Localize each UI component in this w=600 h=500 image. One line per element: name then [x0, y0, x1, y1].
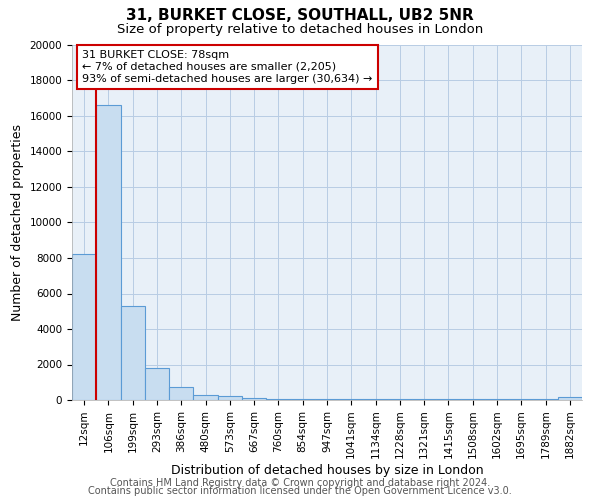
Bar [266, 399, 290, 400]
Bar [388, 399, 412, 400]
Bar [436, 399, 461, 400]
Bar [364, 399, 388, 400]
Bar [218, 396, 242, 400]
Bar [72, 254, 96, 400]
Bar [145, 368, 169, 400]
Bar [461, 399, 485, 400]
Bar [96, 106, 121, 400]
Text: Contains public sector information licensed under the Open Government Licence v3: Contains public sector information licen… [88, 486, 512, 496]
Bar [485, 399, 509, 400]
Bar [290, 399, 315, 400]
Bar [169, 386, 193, 400]
Bar [315, 399, 339, 400]
Bar [412, 399, 436, 400]
Bar [193, 394, 218, 400]
Text: Contains HM Land Registry data © Crown copyright and database right 2024.: Contains HM Land Registry data © Crown c… [110, 478, 490, 488]
Text: Size of property relative to detached houses in London: Size of property relative to detached ho… [117, 22, 483, 36]
Bar [121, 306, 145, 400]
Text: 31, BURKET CLOSE, SOUTHALL, UB2 5NR: 31, BURKET CLOSE, SOUTHALL, UB2 5NR [126, 8, 474, 22]
Bar [242, 398, 266, 400]
X-axis label: Distribution of detached houses by size in London: Distribution of detached houses by size … [170, 464, 484, 477]
Bar [509, 399, 533, 400]
Bar [339, 399, 364, 400]
Text: 31 BURKET CLOSE: 78sqm
← 7% of detached houses are smaller (2,205)
93% of semi-d: 31 BURKET CLOSE: 78sqm ← 7% of detached … [82, 50, 373, 84]
Y-axis label: Number of detached properties: Number of detached properties [11, 124, 24, 321]
Bar [558, 398, 582, 400]
Bar [533, 399, 558, 400]
